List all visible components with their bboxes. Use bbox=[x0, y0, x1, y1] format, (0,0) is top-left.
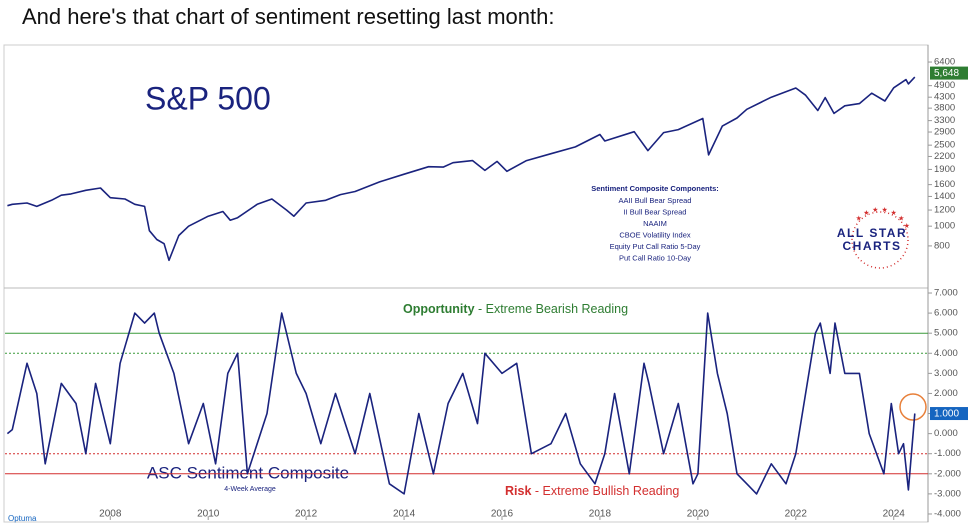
logo-ring bbox=[851, 211, 909, 269]
x-tick-label: 2008 bbox=[99, 509, 122, 520]
y-tick-label: 3.000 bbox=[934, 368, 958, 379]
x-tick-label: 2016 bbox=[491, 509, 514, 520]
y-tick-label: 3300 bbox=[934, 115, 955, 126]
x-tick-label: 2022 bbox=[785, 509, 808, 520]
y-tick-label: 6.000 bbox=[934, 308, 958, 319]
logo-star: ★ bbox=[898, 215, 904, 223]
current-value-box bbox=[930, 66, 968, 80]
y-tick-label: 1400 bbox=[934, 191, 955, 202]
footer: Optuma bbox=[8, 514, 37, 523]
opportunity-label: Opportunity - Extreme Bearish Reading bbox=[403, 302, 628, 316]
y-tick-label: 1000 bbox=[934, 221, 955, 232]
components-title: Sentiment Composite Components: bbox=[591, 184, 719, 193]
opportunity-text: - Extreme Bearish Reading bbox=[475, 302, 629, 316]
current-value-label: 5,648 bbox=[934, 68, 959, 79]
panel-subtitle: 4-Week Average bbox=[224, 486, 276, 493]
y-tick-label: 1900 bbox=[934, 164, 955, 175]
highlight-circle bbox=[899, 393, 927, 421]
y-tick-label: -1.000 bbox=[934, 448, 961, 459]
heading: And here's that chart of sentiment reset… bbox=[22, 4, 555, 29]
chart-title: S&P 500 bbox=[145, 80, 271, 116]
frame bbox=[3, 44, 929, 523]
component-item: Equity Put Call Ratio 5-Day bbox=[610, 242, 701, 251]
series-line bbox=[7, 76, 916, 262]
logo-star: ★ bbox=[856, 215, 862, 223]
y-tick-label: 4900 bbox=[934, 80, 955, 91]
y-tick-label: 2500 bbox=[934, 140, 955, 151]
y-tick-label: 3800 bbox=[934, 103, 955, 114]
y-tick-label: 0.000 bbox=[934, 428, 958, 439]
x-tick-label: 2014 bbox=[393, 509, 416, 520]
y-tick-label: -3.000 bbox=[934, 488, 961, 499]
component-item: II Bull Bear Spread bbox=[624, 207, 687, 216]
y-tick-label: 7.000 bbox=[934, 288, 958, 299]
risk-text: - Extreme Bullish Reading bbox=[531, 484, 679, 498]
y-tick-label: 1200 bbox=[934, 205, 955, 216]
x-tick-label: 2010 bbox=[197, 509, 220, 520]
y-tick-label: 800 bbox=[934, 240, 950, 251]
y-tick-label: -2.000 bbox=[934, 468, 961, 479]
x-tick-label: 2012 bbox=[295, 509, 318, 520]
series-line bbox=[6, 312, 916, 495]
logo-star: ★ bbox=[904, 222, 910, 230]
component-item: AAII Bull Bear Spread bbox=[619, 196, 692, 205]
y-tick-label: 2200 bbox=[934, 151, 955, 162]
y-tick-label: 5.000 bbox=[934, 328, 958, 339]
y-tick-label: 2900 bbox=[934, 127, 955, 138]
logo-star: ★ bbox=[890, 209, 896, 217]
y-tick-label: 2.000 bbox=[934, 388, 958, 399]
y-tick-label: 1600 bbox=[934, 179, 955, 190]
y-tick-label: 6400 bbox=[934, 57, 955, 68]
y-tick-label: -4.000 bbox=[934, 508, 961, 519]
x-tick-label: 2024 bbox=[883, 509, 906, 520]
component-item: Put Call Ratio 10-Day bbox=[619, 253, 691, 262]
current-value-label: 1.000 bbox=[934, 409, 959, 420]
y-tick-label: 4300 bbox=[934, 92, 955, 103]
logo-text: CHARTS bbox=[843, 239, 902, 253]
logo-star: ★ bbox=[863, 209, 869, 217]
current-value-box bbox=[930, 407, 968, 421]
y-tick-label: 4.000 bbox=[934, 348, 958, 359]
opportunity-word: Opportunity bbox=[403, 302, 475, 316]
logo-text: ALL STAR bbox=[837, 226, 907, 240]
risk-word: Risk bbox=[505, 484, 531, 498]
logo-star: ★ bbox=[882, 206, 888, 214]
x-tick-label: 2020 bbox=[687, 509, 710, 520]
component-item: NAAIM bbox=[643, 219, 667, 228]
risk-label: Risk - Extreme Bullish Reading bbox=[505, 484, 679, 498]
x-tick-label: 2018 bbox=[589, 509, 612, 520]
logo-star: ★ bbox=[872, 206, 878, 214]
component-item: CBOE Volatility Index bbox=[619, 230, 691, 239]
